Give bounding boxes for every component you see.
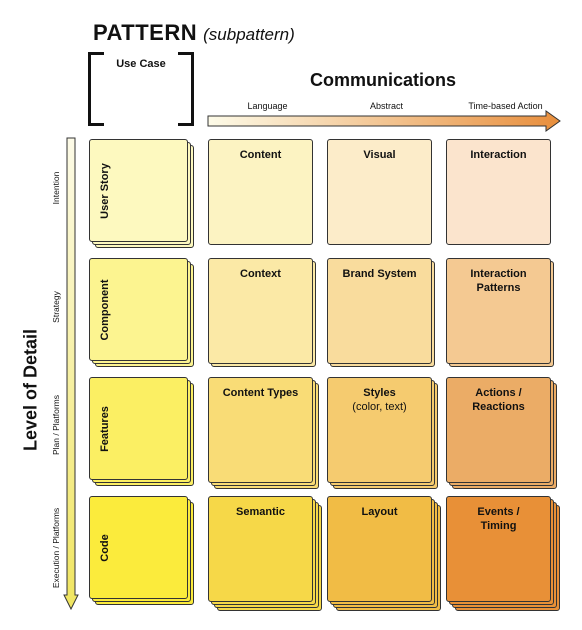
pattern-card-content-types: Content Types: [208, 377, 319, 489]
pattern-card-text: Context: [209, 267, 312, 281]
pattern-card-interaction-patterns: Interaction Patterns: [446, 258, 554, 367]
use-case-label: Use Case: [116, 58, 166, 70]
pattern-card-text: Styles (color, text): [328, 386, 431, 414]
pattern-card-semantic-face: Semantic: [208, 496, 313, 602]
use-case-card-label: User Story: [94, 140, 116, 241]
use-case-card-text: User Story: [99, 162, 111, 219]
column-header-abstract: Abstract: [369, 101, 403, 111]
row-label-strategy: Strategy: [46, 252, 66, 362]
row-label-strategy-text: Strategy: [51, 291, 61, 323]
use-case-card-features: Features: [89, 377, 194, 486]
pattern-card-label: Interaction: [470, 268, 527, 280]
pattern-card-text: Interaction: [447, 148, 550, 162]
row-label-intention: Intention: [46, 133, 66, 243]
row-label-execution-platforms: Execution / Platforms: [46, 493, 66, 603]
pattern-card-text: Content Types: [209, 386, 312, 400]
use-case-card-label: Code: [94, 497, 116, 598]
pattern-card-visual: Visual: [327, 139, 432, 245]
pattern-card-layout-face: Layout: [327, 496, 432, 602]
pattern-card-label: Patterns: [476, 282, 521, 294]
row-label-execution-platforms-text: Execution / Platforms: [51, 507, 61, 589]
row-label-plan-platforms-text: Plan / Platforms: [51, 395, 61, 455]
pattern-card-brand-system: Brand System: [327, 258, 435, 367]
pattern-card-label: Interaction: [470, 149, 527, 161]
pattern-card-text: Interaction Patterns: [447, 267, 550, 295]
pattern-card-label: Styles: [363, 387, 396, 399]
use-case-bracket-right: [178, 52, 194, 126]
pattern-card-text: Visual: [328, 148, 431, 162]
use-case-card-label: Features: [94, 378, 116, 479]
pattern-card-visual-face: Visual: [327, 139, 432, 245]
pattern-card-styles: Styles (color, text): [327, 377, 438, 489]
column-header-language: Language: [247, 101, 288, 111]
pattern-card-brand-system-face: Brand System: [327, 258, 432, 364]
level-of-detail-title-text: Level of Detail: [20, 328, 41, 452]
pattern-card-label: Reactions: [472, 401, 525, 413]
pattern-card-text: Layout: [328, 505, 431, 519]
use-case-card-text: Features: [99, 405, 111, 452]
pattern-card-label: Brand System: [342, 268, 417, 280]
use-case-card-code-face: Code: [89, 496, 188, 599]
use-case-card-code: Code: [89, 496, 194, 605]
row-label-plan-platforms: Plan / Platforms: [46, 370, 66, 480]
pattern-card-label: Content Types: [222, 387, 299, 399]
pattern-card-interaction-patterns-face: Interaction Patterns: [446, 258, 551, 364]
use-case-card-text: Component: [99, 278, 111, 341]
row-label-intention-text: Intention: [51, 171, 61, 205]
pattern-card-label: Events /: [477, 506, 520, 518]
level-of-detail-title: Level of Detail: [13, 290, 49, 490]
use-case-card-component-face: Component: [89, 258, 188, 361]
pattern-card-interaction-face: Interaction: [446, 139, 551, 245]
pattern-card-content: Content: [208, 139, 313, 245]
pattern-card-label: Visual: [363, 149, 396, 161]
pattern-card-label: Context: [240, 268, 281, 280]
pattern-card-label: Content: [239, 149, 282, 161]
use-case-bracket-left: [88, 52, 104, 126]
pattern-card-text: Events / Timing: [447, 505, 550, 533]
pattern-card-text: Brand System: [328, 267, 431, 281]
pattern-card-layout: Layout: [327, 496, 441, 611]
use-case-card-text: Code: [99, 533, 111, 562]
pattern-card-context: Context: [208, 258, 316, 367]
use-case-card-user-story: User Story: [89, 139, 194, 248]
pattern-card-actions-reactions-face: Actions / Reactions: [446, 377, 551, 483]
pattern-card-events-timing-face: Events / Timing: [446, 496, 551, 602]
column-header-time-based-action: Time-based Action: [468, 101, 543, 111]
use-case-card-component: Component: [89, 258, 194, 367]
pattern-card-text: Actions / Reactions: [447, 386, 550, 414]
pattern-card-note: (color, text): [352, 401, 407, 413]
use-case-card-features-face: Features: [89, 377, 188, 480]
use-case-card-user-story-face: User Story: [89, 139, 188, 242]
pattern-card-events-timing: Events / Timing: [446, 496, 560, 611]
pattern-card-label: Timing: [480, 520, 517, 532]
pattern-card-interaction: Interaction: [446, 139, 551, 245]
use-case-card-label: Component: [94, 259, 116, 360]
pattern-card-content-face: Content: [208, 139, 313, 245]
pattern-card-styles-face: Styles (color, text): [327, 377, 432, 483]
pattern-card-text: Content: [209, 148, 312, 162]
communications-arrow: [207, 110, 561, 132]
pattern-card-semantic: Semantic: [208, 496, 322, 611]
pattern-title-sub: (subpattern): [203, 25, 295, 44]
communications-title: Communications: [309, 70, 456, 90]
pattern-title: PATTERN (subpattern): [93, 20, 295, 46]
pattern-card-label: Semantic: [236, 506, 285, 518]
pattern-title-main: PATTERN: [93, 20, 198, 45]
level-of-detail-arrow: [63, 137, 79, 611]
pattern-card-actions-reactions: Actions / Reactions: [446, 377, 557, 489]
pattern-card-text: Semantic: [209, 505, 312, 519]
pattern-card-label: Actions /: [475, 387, 522, 399]
pattern-card-content-types-face: Content Types: [208, 377, 313, 483]
pattern-card-context-face: Context: [208, 258, 313, 364]
pattern-card-label: Layout: [361, 506, 398, 518]
